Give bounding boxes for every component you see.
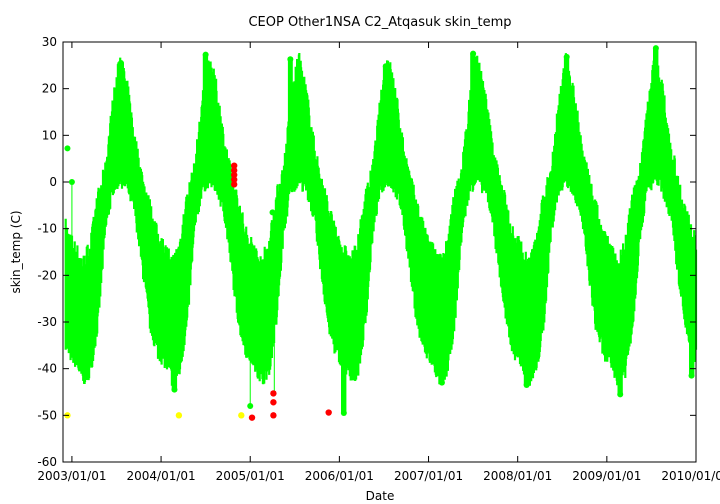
data-point-good [652, 45, 659, 52]
data-point-good [340, 410, 347, 416]
data-point-flagged-red [230, 181, 238, 188]
data-point-flagged-red [230, 171, 238, 179]
chart-title: CEOP Other1NSA C2_Atqasuk skin_temp [248, 15, 511, 30]
data-point-flagged-red [230, 167, 238, 174]
y-tick-label: 10 [42, 128, 57, 142]
data-point-good [64, 145, 71, 152]
series-flagged-yellow [64, 412, 245, 419]
plot-frame [62, 41, 697, 463]
y-tick-label: 20 [42, 82, 57, 96]
x-tick-label: 2005/01/01 [216, 469, 285, 483]
data-point-good [563, 53, 570, 60]
y-tick-label: -10 [37, 222, 57, 236]
data-point-good [77, 358, 84, 365]
y-tick-label: -60 [37, 455, 57, 469]
x-tick-label: 2003/01/01 [37, 469, 106, 483]
data-point-good [287, 56, 294, 63]
x-tick-label: 2008/01/01 [483, 469, 552, 483]
plot-area [64, 45, 698, 421]
data-point-flagged-red [230, 162, 238, 169]
data-point-flagged-red [230, 176, 238, 183]
data-point-flagged-red [325, 409, 332, 416]
data-point-good [382, 63, 389, 70]
y-tick-label: -30 [37, 315, 57, 329]
x-tick-label: 2009/01/01 [572, 469, 641, 483]
series-flagged-red [230, 162, 332, 421]
y-tick-label: 30 [42, 35, 57, 49]
x-tick-label: 2006/01/01 [305, 469, 374, 483]
x-axis-label: Date [366, 489, 395, 503]
data-point-good [688, 372, 695, 379]
x-tick-label: 2004/01/01 [126, 469, 195, 483]
x-tick-label: 2007/01/01 [394, 469, 463, 483]
data-point-good [470, 50, 477, 57]
data-point-good [269, 209, 276, 216]
data-point-good [256, 356, 263, 363]
data-point-good [202, 51, 209, 58]
data-point-flagged-yellow [238, 412, 245, 419]
data-point-good [523, 382, 530, 388]
data-point-flagged-red [270, 399, 277, 406]
x-tick-label: 2010/01/01 [661, 469, 720, 483]
data-point-flagged-red [270, 412, 277, 419]
series-good [64, 45, 698, 416]
data-point-good [117, 60, 124, 66]
data-point-flagged-yellow [175, 412, 183, 419]
series-good-envelope [64, 48, 698, 413]
y-tick-label: -40 [37, 362, 57, 376]
data-point-flagged-red [270, 390, 277, 397]
data-point-good [438, 379, 445, 386]
y-axis-label: skin_temp (C) [9, 210, 23, 293]
data-point-flagged-red [248, 414, 256, 421]
data-point-good [171, 386, 178, 393]
data-point-good [617, 391, 624, 398]
y-tick-label: -50 [37, 408, 57, 422]
y-tick-label: 0 [49, 175, 57, 189]
y-tick-label: -20 [37, 268, 57, 282]
